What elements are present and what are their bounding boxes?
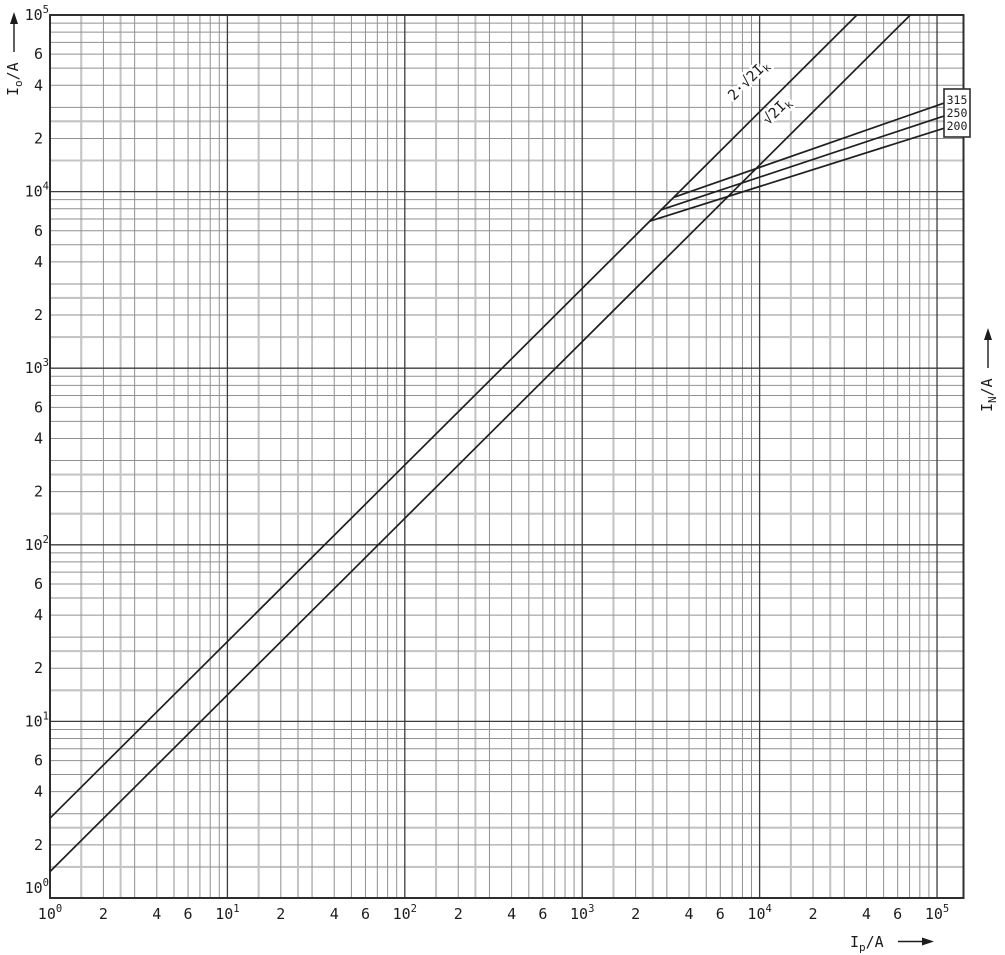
y-decade-label: 102 xyxy=(25,534,49,554)
grid-faint-lines xyxy=(50,15,964,898)
up-arrow-icon xyxy=(10,12,18,24)
y-tick-label: 4 xyxy=(34,606,43,624)
y-tick-label: 6 xyxy=(34,575,43,593)
y-tick-label: 6 xyxy=(34,45,43,63)
x-tick-label: 6 xyxy=(538,905,547,923)
rating-box-frame xyxy=(943,88,971,138)
x-tick-label: 2 xyxy=(809,905,818,923)
y-decade-label: 101 xyxy=(25,710,49,730)
curve-315 xyxy=(673,101,947,199)
label-sqrt2-ik: √2Ik xyxy=(757,94,799,131)
y-decade-label: 100 xyxy=(25,877,49,897)
y-tick-label: 4 xyxy=(34,783,43,801)
x-axis-title: Ip/A xyxy=(850,933,884,954)
x-decade-label: 105 xyxy=(925,903,949,923)
up-arrow-icon xyxy=(984,328,992,340)
right-axis-title: IN/A xyxy=(978,378,999,412)
x-tick-label: 2 xyxy=(454,905,463,923)
x-decade-label: 104 xyxy=(747,903,771,923)
x-tick-label: 2 xyxy=(631,905,640,923)
grid-minor-lines xyxy=(50,15,964,898)
x-decade-label: 103 xyxy=(570,903,594,923)
y-tick-label: 2 xyxy=(34,306,43,324)
x-tick-label: 2 xyxy=(99,905,108,923)
x-tick-label: 6 xyxy=(361,905,370,923)
x-decade-label: 102 xyxy=(393,903,417,923)
svg-text:√2Ik: √2Ik xyxy=(760,94,797,131)
right-arrow-icon xyxy=(922,937,934,946)
x-axis-title-group: Ip/A xyxy=(850,933,934,954)
x-tick-label: 4 xyxy=(862,905,871,923)
series-curves xyxy=(49,14,947,873)
fuse-rating-250: 250 xyxy=(947,106,968,120)
x-decade-label: 100 xyxy=(38,903,62,923)
x-tick-label: 2 xyxy=(276,905,285,923)
x-tick-label: 4 xyxy=(685,905,694,923)
y-axis-title-group: Io/A xyxy=(4,12,25,96)
x-tick-label: 4 xyxy=(507,905,516,923)
y-tick-label: 2 xyxy=(34,483,43,501)
y-tick-label: 2 xyxy=(34,129,43,147)
y-tick-label: 2 xyxy=(34,659,43,677)
y-tick-label: 4 xyxy=(34,429,43,447)
y-tick-label: 6 xyxy=(34,752,43,770)
x-tick-label: 6 xyxy=(716,905,725,923)
right-axis-title-group: IN/A xyxy=(978,328,999,412)
x-decade-label: 101 xyxy=(215,903,239,923)
y-axis-tick-labels: 100 101 102 103 104 105 2 4 6 2 4 6 2 4 6 2 4 6 2 4 6 xyxy=(25,4,49,897)
fuse-rating-315: 315 xyxy=(947,93,968,107)
y-tick-label: 4 xyxy=(34,76,43,94)
y-tick-label: 4 xyxy=(34,253,43,271)
curve-200 xyxy=(649,126,947,223)
y-decade-label: 103 xyxy=(25,357,49,377)
x-axis-tick-labels: 100 101 102 103 104 105 2 4 6 2 4 6 2 4 6 2 4 6 2 4 6 xyxy=(38,903,949,923)
y-tick-label: 6 xyxy=(34,398,43,416)
fuse-rating-200: 200 xyxy=(947,119,968,133)
line-2sqrt2-ik xyxy=(49,14,858,819)
x-tick-label: 4 xyxy=(330,905,339,923)
y-decade-label: 104 xyxy=(25,181,49,201)
line-sqrt2-ik xyxy=(49,14,911,873)
y-tick-label: 6 xyxy=(34,222,43,240)
x-tick-label: 6 xyxy=(184,905,193,923)
y-tick-label: 2 xyxy=(34,836,43,854)
x-tick-label: 4 xyxy=(152,905,161,923)
plot-border xyxy=(49,14,965,899)
x-tick-label: 6 xyxy=(893,905,902,923)
y-decade-label: 105 xyxy=(25,4,49,24)
y-axis-title: Io/A xyxy=(4,62,25,96)
curve-250 xyxy=(661,114,947,211)
